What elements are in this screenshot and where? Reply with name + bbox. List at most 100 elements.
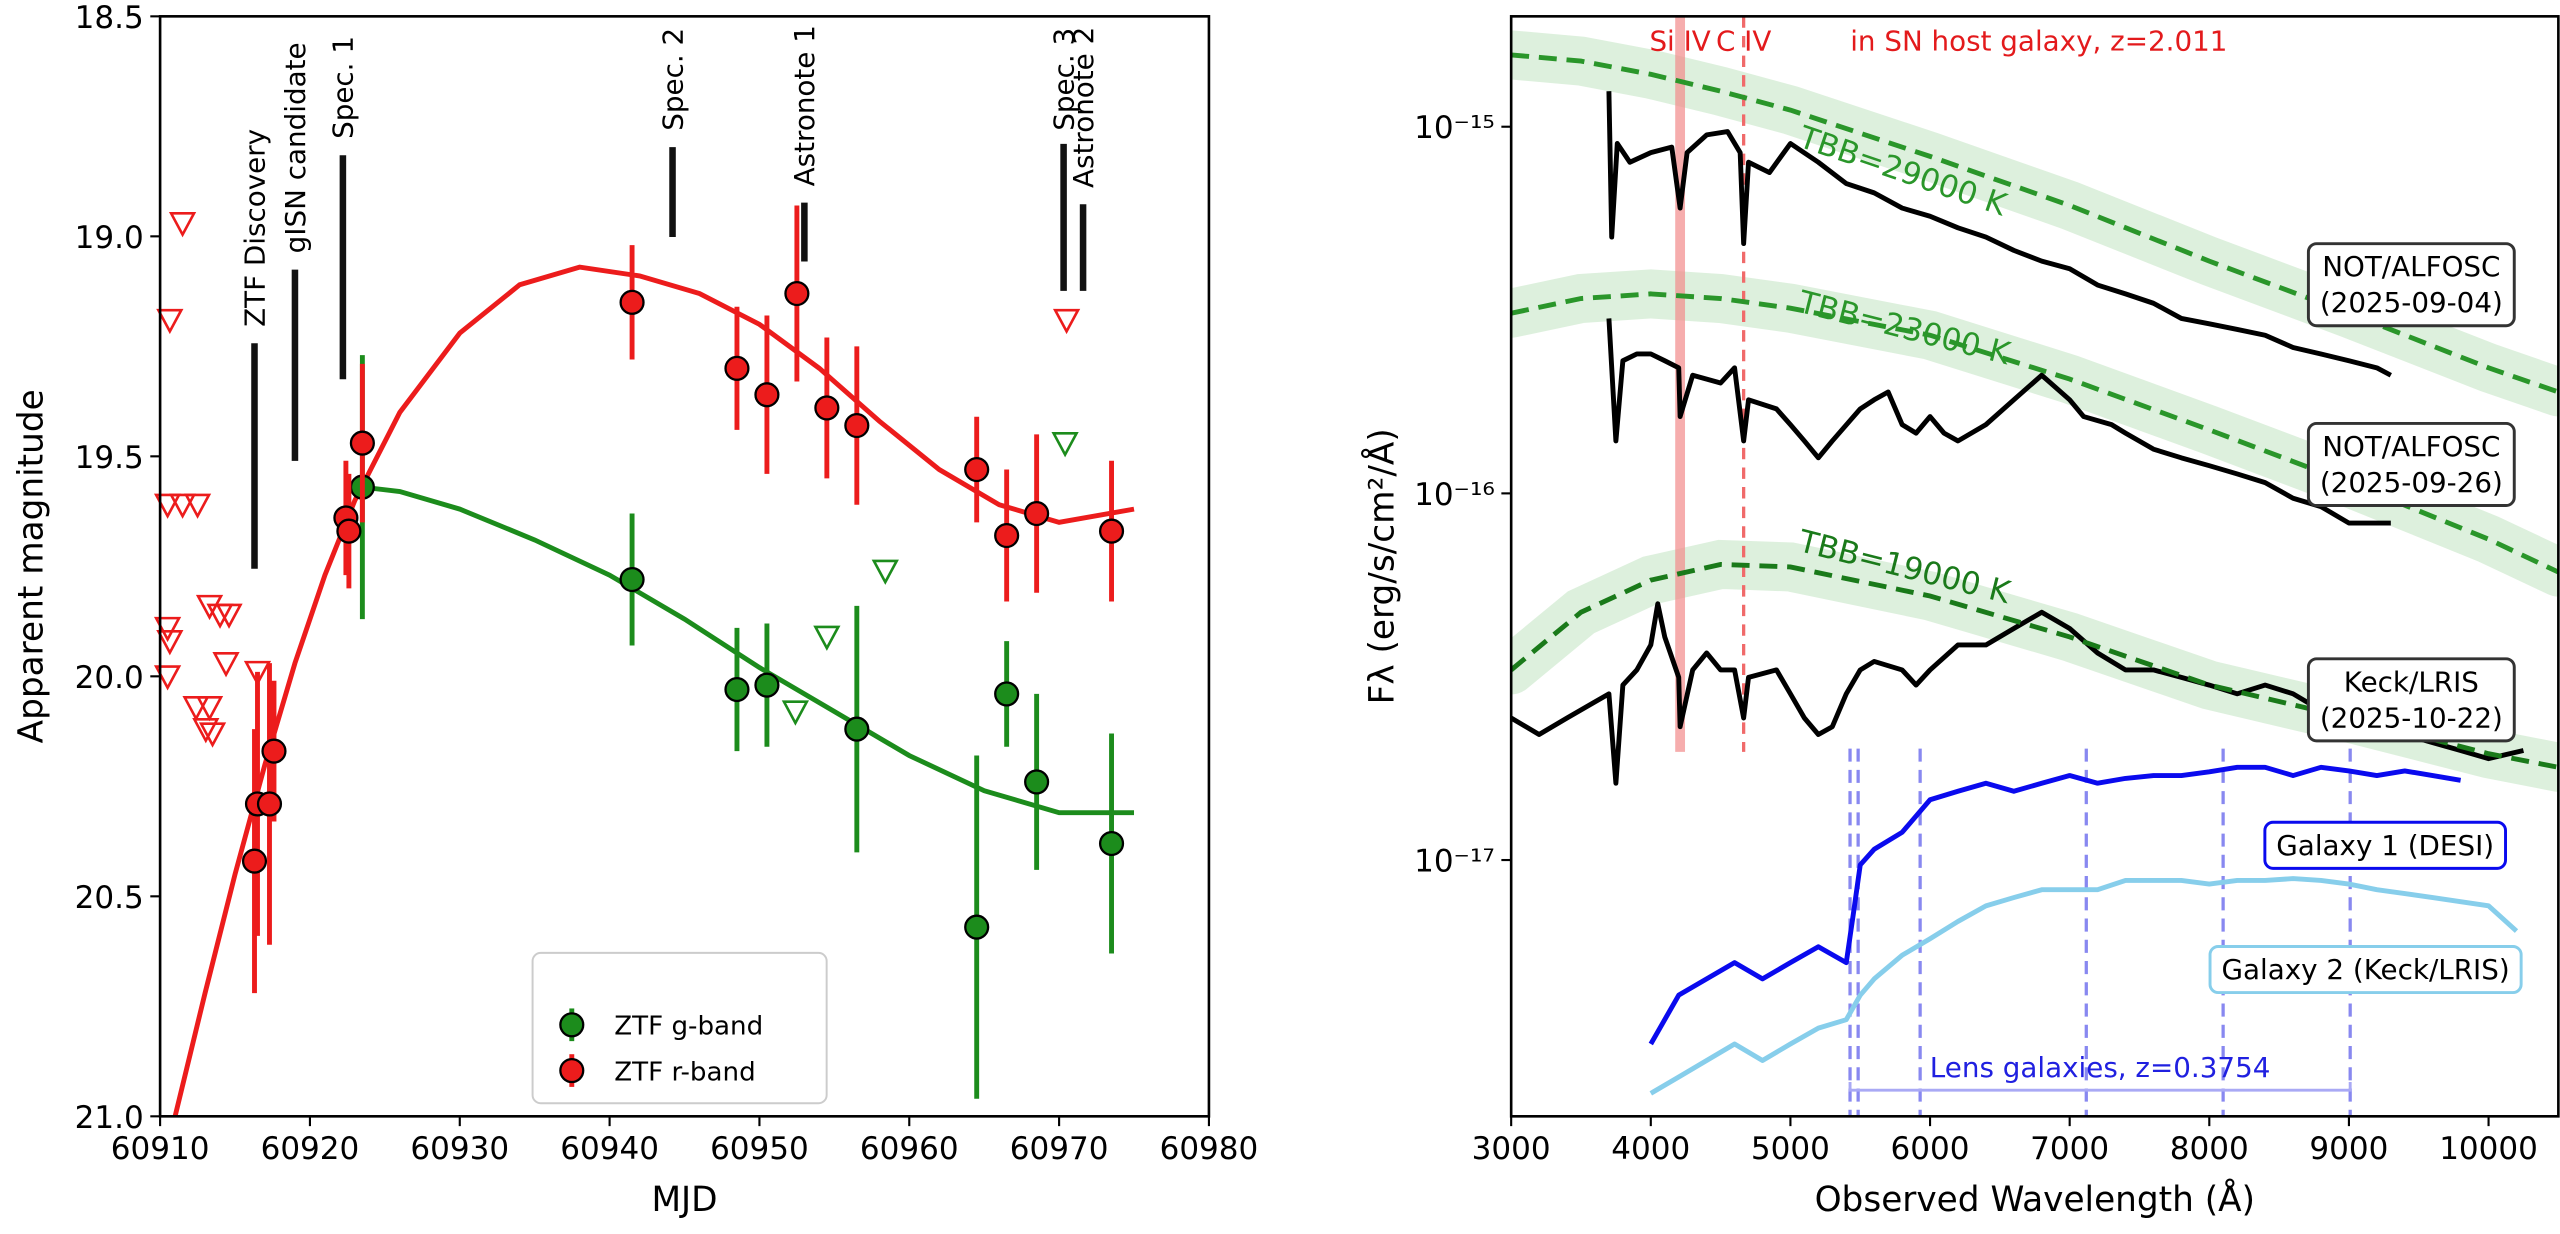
event-label: Astronote 1 [788,25,821,186]
axes-frame [158,15,1211,1118]
event-label: Spec. 3 [1047,28,1080,131]
data-point [784,280,810,307]
upper-limit [182,696,210,722]
data-point [844,412,870,439]
legend-box [531,951,828,1105]
data-point [964,456,990,483]
data-point [336,518,362,544]
upper-limit [871,559,899,585]
upper-limit [192,718,220,744]
line-note: in SN host galaxy, z=2.011 [1850,25,2227,58]
x-tick-label: 60970 [1010,1131,1109,1167]
upper-limit [153,665,182,691]
spectrum [1606,91,2392,378]
spectrum-label-line: (2025-10-22) [2320,701,2503,734]
blackbody-curve [1511,561,2559,770]
data-point [1024,769,1050,795]
legend-marker [559,1057,585,1084]
y-tick-label: 20.5 [75,880,144,916]
spectrum [1648,764,2462,1046]
spectrum-label-box [2208,945,2523,995]
y-axis-label: Fλ (erg/s/cm²/Å) [1362,428,1403,704]
legend: ZTF g-band ZTF r-band [531,951,828,1105]
plot-area: ZTF Discovery gISN candidate Spec. 1 Spec. … [153,25,1135,1117]
data-point [1098,518,1125,544]
data-point [1098,830,1125,857]
spectrum [1606,318,2391,526]
spectrum-label-line: Galaxy 2 (Keck/LRIS) [2221,953,2509,986]
upper-limit [1052,308,1081,335]
y-tick-label: 10⁻¹⁷ [1414,843,1495,879]
lens-label: Lens galaxies, z=0.3754 [1930,1051,2271,1084]
upper-limit [156,630,184,656]
data-point [994,522,1020,549]
data-point [754,672,780,698]
y-tick-label: 21.0 [75,1100,144,1136]
legend-marker [559,1012,585,1038]
x-axis-label: Observed Wavelength (Å) [1815,1179,2255,1220]
spectrum-label-line: (2025-09-26) [2320,466,2503,499]
y-axis-label: Apparent magnitude [11,389,51,743]
upper-limit [243,660,272,687]
data-point [724,676,750,703]
y-tick-label: 19.5 [75,440,144,476]
x-tick-label: 60930 [410,1131,509,1167]
x-tick-label: 60980 [1160,1131,1259,1167]
data-point [814,395,840,421]
upper-limit [153,616,182,643]
data-point [844,716,870,742]
x-tick-label: 9000 [2309,1131,2388,1167]
event-label: Spec. 1 [327,36,360,139]
spectrum-label-box [2306,242,2516,328]
data-point [994,681,1020,707]
axes-frame [1509,15,2560,1118]
x-axis-label: MJD [651,1180,717,1220]
x-tick-label: 6000 [1891,1131,1970,1167]
data-point [964,914,990,940]
x-tick-label: 60910 [111,1131,210,1167]
lens-bracket [1848,1081,2352,1092]
y-tick-label: 10⁻¹⁶ [1414,477,1495,513]
x-tick-label: 60960 [860,1131,959,1167]
x-tick-label: 7000 [2030,1131,2109,1167]
upper-limit [1051,432,1079,458]
data-point [256,791,283,817]
upper-limit [168,493,197,519]
spectrum [1649,876,2519,1096]
event-label: Spec. 2 [656,28,689,131]
x-tick-label: 60950 [710,1131,809,1167]
spectrum-label: Galaxy 1 (DESI) [2263,820,2507,870]
upper-limit [156,308,184,335]
upper-limit [198,722,227,748]
y-tick-label: 20.0 [75,660,144,696]
line-label: Si IV [1649,25,1710,58]
data-point [349,430,375,456]
x-tick-label: 8000 [2170,1131,2249,1167]
line-label: C IV [1716,25,1771,58]
upper-limit [781,700,810,726]
x-tick-label: 60920 [261,1131,360,1167]
x-tick-label: 10000 [2439,1131,2538,1167]
legend-label: ZTF r-band [614,1057,755,1087]
legend-label: ZTF g-band [614,1012,763,1042]
upper-limit [813,625,841,651]
spectrum-label-box [2306,657,2516,743]
spectrum-label-line: Galaxy 1 (DESI) [2276,829,2494,862]
y-tick-label: 19.0 [75,220,144,256]
spectrum-label: NOT/ALFOSC(2025-09-04) [2306,242,2516,328]
upper-limit [195,594,224,621]
data-point [1024,500,1050,527]
spectrum [1511,601,2525,786]
spectrum-label: NOT/ALFOSC(2025-09-26) [2306,421,2516,507]
upper-limit [168,212,197,238]
spectrum-label: Keck/LRIS(2025-10-22) [2306,657,2516,743]
x-tick-label: 4000 [1611,1131,1690,1167]
fit-curve [362,484,1135,816]
upper-limit [195,696,224,722]
spectrum-label-line: (2025-09-04) [2320,286,2503,319]
upper-limit [215,603,243,629]
spectrum-label: Galaxy 2 (Keck/LRIS) [2208,945,2523,995]
